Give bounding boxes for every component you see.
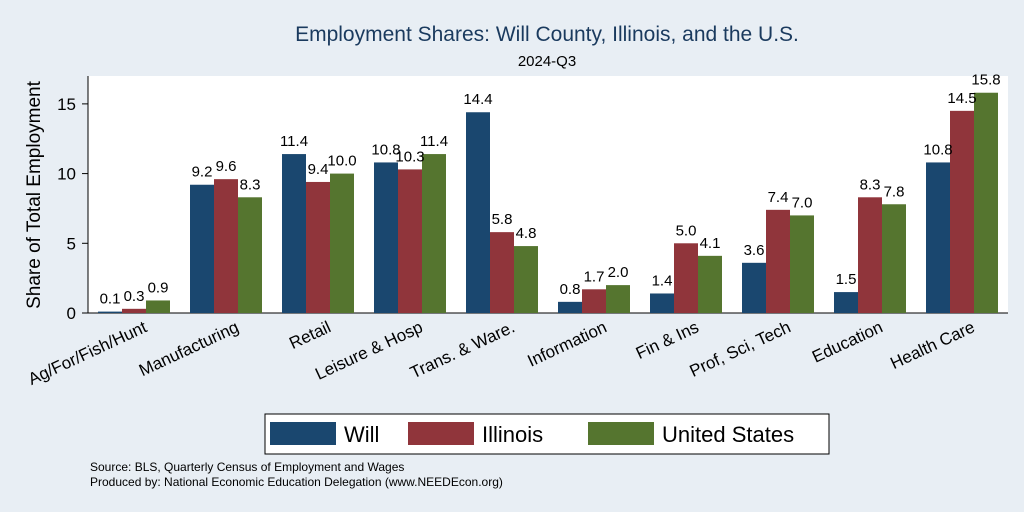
y-tick-label: 15 bbox=[57, 95, 76, 114]
chart-title: Employment Shares: Will County, Illinois… bbox=[295, 23, 799, 46]
bar bbox=[214, 179, 238, 313]
bar bbox=[766, 209, 790, 313]
legend-label: Illinois bbox=[482, 422, 543, 447]
bar bbox=[490, 232, 514, 313]
data-label: 10.3 bbox=[395, 148, 424, 165]
data-label: 4.8 bbox=[516, 225, 537, 242]
y-tick-label: 0 bbox=[67, 304, 76, 323]
chart-subtitle: 2024-Q3 bbox=[518, 53, 576, 70]
bar bbox=[926, 162, 950, 313]
bar bbox=[422, 154, 446, 313]
bar bbox=[146, 300, 170, 313]
data-label: 9.6 bbox=[216, 158, 237, 175]
data-label: 0.1 bbox=[100, 291, 121, 308]
bar bbox=[398, 169, 422, 313]
producer-note: Produced by: National Economic Education… bbox=[90, 475, 503, 489]
legend-swatch bbox=[588, 422, 654, 445]
bar bbox=[374, 162, 398, 313]
data-label: 7.4 bbox=[768, 189, 789, 206]
x-tick-label: Education bbox=[809, 317, 886, 366]
data-label: 10.0 bbox=[327, 153, 356, 170]
source-note: Source: BLS, Quarterly Census of Employm… bbox=[90, 460, 405, 474]
data-label: 10.8 bbox=[923, 141, 952, 158]
legend-label: United States bbox=[662, 422, 794, 447]
data-label: 8.3 bbox=[240, 176, 261, 193]
x-tick-label: Health Care bbox=[887, 317, 977, 373]
data-label: 14.4 bbox=[463, 91, 492, 108]
legend-swatch bbox=[408, 422, 474, 445]
legend: Will Illinois United States bbox=[264, 413, 830, 455]
bars bbox=[98, 92, 998, 314]
bar bbox=[698, 255, 722, 313]
legend-label: Will bbox=[344, 422, 379, 447]
data-label: 5.8 bbox=[492, 211, 513, 228]
bar bbox=[974, 92, 998, 314]
data-label: 1.5 bbox=[836, 271, 857, 288]
bar bbox=[882, 204, 906, 313]
data-label: 1.4 bbox=[652, 272, 673, 289]
bar bbox=[330, 173, 354, 313]
bar bbox=[950, 110, 974, 314]
bar bbox=[190, 184, 214, 313]
y-tick-label: 10 bbox=[57, 165, 76, 184]
data-label: 11.4 bbox=[280, 133, 308, 150]
x-tick-label: Information bbox=[525, 317, 610, 370]
data-label: 0.3 bbox=[124, 288, 145, 305]
x-tick-label: Prof, Sci, Tech bbox=[687, 317, 794, 380]
x-tick-label: Ag/For/Fish/Hunt bbox=[25, 317, 150, 389]
data-label: 7.8 bbox=[884, 183, 905, 200]
bar bbox=[466, 112, 490, 313]
data-labels: 0.1 9.2 11.4 10.8 14.4 0.8 1.4 3.6 1.5 10.8 0.3 9.6… bbox=[100, 72, 1001, 308]
data-label: 3.6 bbox=[744, 242, 765, 259]
data-label: 11.4 bbox=[420, 133, 448, 150]
legend-swatch bbox=[270, 422, 336, 445]
data-label: 1.7 bbox=[584, 268, 605, 285]
data-label: 9.4 bbox=[308, 161, 329, 178]
bar bbox=[606, 285, 630, 313]
bar bbox=[282, 154, 306, 313]
bar bbox=[122, 308, 146, 313]
bar bbox=[98, 311, 122, 313]
bar bbox=[306, 181, 330, 313]
legend-box bbox=[264, 413, 830, 455]
bar bbox=[514, 246, 538, 313]
y-axis-label: Share of Total Employment bbox=[24, 80, 45, 308]
data-label: 5.0 bbox=[676, 222, 697, 239]
y-tick-label: 5 bbox=[67, 234, 76, 253]
data-label: 15.8 bbox=[971, 72, 1000, 89]
data-label: 2.0 bbox=[608, 264, 629, 281]
data-label: 0.9 bbox=[148, 279, 169, 296]
bar bbox=[238, 197, 262, 313]
bar bbox=[582, 289, 606, 313]
bar bbox=[650, 293, 674, 313]
x-tick-label: Trans. & Ware. bbox=[407, 317, 517, 382]
data-label: 8.3 bbox=[860, 176, 881, 193]
bar bbox=[858, 197, 882, 313]
bar bbox=[834, 292, 858, 313]
bar bbox=[674, 243, 698, 313]
data-label: 9.2 bbox=[192, 164, 213, 181]
data-label: 14.5 bbox=[947, 90, 976, 107]
data-label: 10.8 bbox=[371, 141, 400, 158]
x-tick-label: Manufacturing bbox=[136, 317, 242, 380]
bar bbox=[742, 262, 766, 313]
bar bbox=[790, 215, 814, 313]
x-tick-label: Retail bbox=[286, 317, 333, 353]
data-label: 0.8 bbox=[560, 281, 581, 298]
x-tick-label: Fin & Ins bbox=[633, 317, 702, 363]
data-label: 7.0 bbox=[792, 194, 813, 211]
data-label: 4.1 bbox=[700, 235, 721, 252]
bar bbox=[558, 301, 582, 313]
